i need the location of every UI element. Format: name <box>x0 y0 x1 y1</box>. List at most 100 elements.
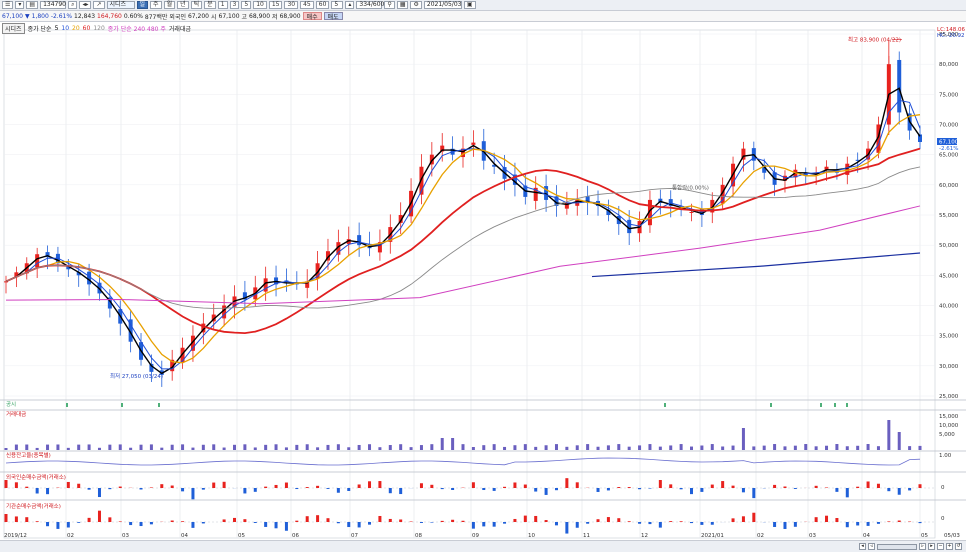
current-price-tag-text: 67,100 <box>939 139 959 145</box>
current-price-pct-text: -2.61% <box>939 146 958 152</box>
volume-bar <box>243 444 247 450</box>
period-input[interactable]: 5 <box>331 1 344 9</box>
period-3-button[interactable]: 3 <box>229 1 240 9</box>
calendar-icon[interactable]: ▣ <box>463 1 476 9</box>
period-1-button[interactable]: 1 <box>217 1 228 9</box>
ma5-line <box>5 87 921 375</box>
dropdown-icon[interactable]: ▾ <box>15 1 25 9</box>
foreign-bar <box>326 488 330 489</box>
inst-bar <box>627 521 631 522</box>
candle-body <box>222 305 227 319</box>
pin-icon[interactable]: ⚲ <box>384 1 395 9</box>
foreign-bar <box>793 488 797 489</box>
inst-bar <box>181 521 185 522</box>
list-icon[interactable]: ▤ <box>26 1 39 9</box>
candle-body <box>76 271 81 276</box>
volume-bar <box>461 444 465 450</box>
tool-week-button[interactable]: 주 <box>150 1 162 9</box>
volume-bar <box>690 446 693 450</box>
volume-bar <box>804 444 808 450</box>
period-5-button[interactable]: 5 <box>241 1 252 9</box>
volume-bar <box>741 428 745 450</box>
period-60-button[interactable]: 60 <box>315 1 330 9</box>
period-45-button[interactable]: 45 <box>300 1 314 9</box>
period-30-button[interactable]: 30 <box>284 1 299 9</box>
arrows-icon[interactable]: ◂▸ <box>79 1 92 9</box>
prev-icon[interactable]: ◃ <box>868 543 875 550</box>
foreign-bar <box>690 488 693 495</box>
legend-tab[interactable]: 시디즈 <box>2 23 25 34</box>
foreign-bar <box>554 488 558 491</box>
link-icon[interactable]: ↗ <box>93 1 105 9</box>
ma10-line <box>5 99 921 370</box>
tool-tick-button[interactable]: 틱 <box>190 1 203 9</box>
zoom-out-icon[interactable]: − <box>937 543 944 550</box>
data-count-field[interactable]: 334/600 <box>356 1 384 9</box>
chart-svg[interactable]: 85,00080,00075,00070,00065,00060,00055,0… <box>0 22 966 540</box>
inst-bar <box>617 518 621 522</box>
candle-body <box>45 252 50 258</box>
candle-body <box>398 215 403 223</box>
first-icon[interactable]: ◂ <box>859 543 866 550</box>
reset-icon[interactable]: ↺ <box>955 543 962 550</box>
event-marker <box>121 403 123 407</box>
period-10-button[interactable]: 10 <box>253 1 267 9</box>
volume-bar <box>887 420 891 450</box>
grid-icon[interactable]: ▦ <box>396 1 409 9</box>
last-icon[interactable]: ▸ <box>928 543 935 550</box>
tool-year-button[interactable]: 년 <box>177 1 189 9</box>
chart-scrollbar[interactable] <box>877 543 917 550</box>
foreign-bar <box>305 487 309 488</box>
volume-bar <box>658 446 662 450</box>
date-tick-label: 05 <box>238 533 245 539</box>
inst-bar <box>783 522 787 529</box>
buy-button[interactable]: 매수 <box>302 12 322 21</box>
volume-bar <box>617 444 621 450</box>
zoom-in-icon[interactable]: + <box>946 543 953 550</box>
volume-bar <box>752 446 756 450</box>
inst-bar <box>773 522 777 527</box>
volume-bar <box>835 444 839 450</box>
inst-bar <box>56 522 60 529</box>
date-field[interactable]: 2021/05/03 <box>423 1 462 9</box>
candle-body <box>512 174 517 185</box>
menu-icon[interactable]: ☰ <box>2 1 14 9</box>
foreign-bar <box>316 485 320 488</box>
period-15-button[interactable]: 15 <box>268 1 283 9</box>
legend-ma10: 10 <box>61 25 70 32</box>
tool-day-button[interactable]: 일 <box>136 1 149 9</box>
search-icon[interactable]: ⌕ <box>68 1 78 9</box>
period-spin-icon[interactable]: ▴ <box>345 1 355 9</box>
volume-bar <box>77 444 81 450</box>
candle-body <box>544 186 549 200</box>
settings-icon[interactable]: ⚙ <box>410 1 422 9</box>
inst-bar <box>575 522 579 528</box>
volume-bar <box>149 444 153 450</box>
stock-name-field[interactable]: 시디즈 <box>106 1 135 9</box>
foreign-bar <box>160 484 164 488</box>
bottom-toolbar: ◂ ◃ ▹ ▸ − + ↺ <box>0 540 966 552</box>
chart-area[interactable]: 85,000 80,000 75,000 70,000 65,000 60,000 55,0… <box>0 22 966 540</box>
volume-bar <box>347 447 351 450</box>
volume-bar <box>399 444 403 450</box>
inst-bar <box>25 517 29 522</box>
inst-bar <box>451 519 455 522</box>
tool-minute-button[interactable]: 분 <box>204 1 216 9</box>
candle-body <box>315 263 320 279</box>
volume-bar <box>679 444 683 450</box>
sell-button[interactable]: 매도 <box>323 12 343 21</box>
foreign-bar <box>35 488 39 494</box>
foreign-bar <box>606 488 610 491</box>
event-marker <box>664 403 666 407</box>
volume-bar <box>783 446 787 450</box>
volume-bar <box>253 447 257 450</box>
inst-bar <box>66 522 70 528</box>
stock-code-input[interactable]: 134790 <box>40 1 67 9</box>
inst-bar <box>253 522 257 523</box>
hc-label: HC:-20.92 <box>937 33 965 39</box>
tool-month-button[interactable]: 월 <box>163 1 176 9</box>
next-icon[interactable]: ▹ <box>919 543 926 550</box>
candle-body <box>4 281 8 283</box>
candle-body <box>855 159 860 161</box>
